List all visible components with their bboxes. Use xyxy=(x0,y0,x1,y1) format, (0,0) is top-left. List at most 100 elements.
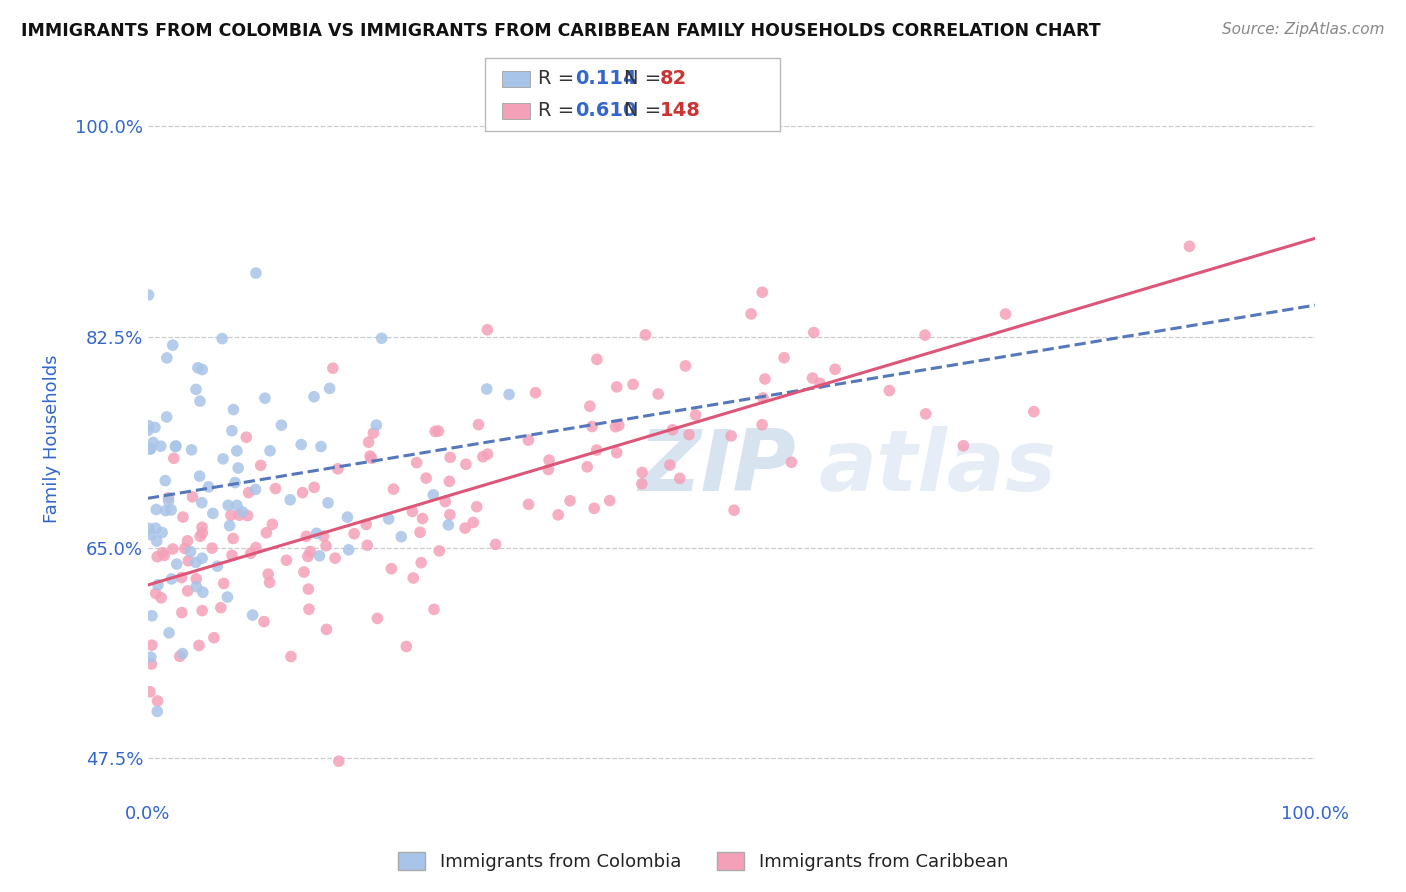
Point xyxy=(155,474,177,488)
Point xyxy=(188,639,211,653)
Point xyxy=(578,399,600,413)
Point xyxy=(302,480,325,494)
Text: 82: 82 xyxy=(659,69,686,88)
Point xyxy=(141,608,163,623)
Point xyxy=(188,469,211,483)
Point xyxy=(318,381,340,395)
Point xyxy=(156,409,179,424)
Point xyxy=(583,501,606,516)
Point xyxy=(226,461,249,475)
Point xyxy=(191,585,214,599)
Point xyxy=(377,512,399,526)
Text: 0.114: 0.114 xyxy=(575,69,637,88)
Point xyxy=(585,443,607,458)
Point xyxy=(389,530,412,544)
Point xyxy=(382,482,405,496)
Point xyxy=(180,442,202,457)
Point xyxy=(328,754,350,768)
Point xyxy=(259,575,281,590)
Point xyxy=(257,567,280,582)
Point xyxy=(914,407,936,421)
Point xyxy=(186,572,208,586)
Point xyxy=(149,439,172,453)
Point xyxy=(292,565,315,579)
Point xyxy=(305,526,328,541)
Point xyxy=(172,510,194,524)
Point xyxy=(188,529,211,543)
Point xyxy=(952,439,974,453)
Point xyxy=(239,546,262,560)
Point xyxy=(162,338,184,352)
Point xyxy=(647,387,669,401)
Point xyxy=(170,570,193,584)
Point xyxy=(326,462,349,476)
Point xyxy=(801,371,824,385)
Point xyxy=(467,417,489,432)
Point xyxy=(280,649,302,664)
Point xyxy=(184,556,207,570)
Point xyxy=(312,529,335,543)
Point xyxy=(153,549,176,563)
Point xyxy=(245,483,267,497)
Point xyxy=(315,539,337,553)
Point xyxy=(295,529,318,543)
Point xyxy=(370,331,392,345)
Point xyxy=(202,631,225,645)
Point xyxy=(669,471,692,485)
Point xyxy=(547,508,569,522)
Text: 148: 148 xyxy=(659,101,700,120)
Point xyxy=(751,417,773,432)
Point xyxy=(803,326,825,340)
Point xyxy=(141,657,163,671)
Point xyxy=(146,705,169,719)
Point xyxy=(139,442,162,456)
Point xyxy=(366,611,388,625)
Point xyxy=(176,583,198,598)
Point xyxy=(160,572,183,586)
Point xyxy=(824,362,846,376)
Text: ZIP: ZIP xyxy=(638,426,796,509)
Point xyxy=(259,443,281,458)
Point xyxy=(524,385,547,400)
Text: IMMIGRANTS FROM COLOMBIA VS IMMIGRANTS FROM CARIBBEAN FAMILY HOUSEHOLDS CORRELAT: IMMIGRANTS FROM COLOMBIA VS IMMIGRANTS F… xyxy=(21,22,1101,40)
Point xyxy=(217,590,239,604)
Point xyxy=(187,360,209,375)
Point xyxy=(425,425,447,439)
Point xyxy=(191,520,214,534)
Point xyxy=(427,544,450,558)
Point xyxy=(405,456,427,470)
Point xyxy=(165,440,187,454)
Point xyxy=(184,383,207,397)
Point xyxy=(322,361,344,376)
Point xyxy=(914,328,936,343)
Point xyxy=(157,491,180,505)
Point xyxy=(359,449,381,463)
Point xyxy=(162,541,184,556)
Point xyxy=(177,554,200,568)
Point xyxy=(675,359,697,373)
Text: R =: R = xyxy=(538,69,581,88)
Point xyxy=(270,418,292,433)
Point xyxy=(290,437,312,451)
Point xyxy=(262,517,284,532)
Point xyxy=(439,475,461,489)
Point xyxy=(179,544,201,558)
Point xyxy=(1022,404,1045,418)
Point xyxy=(226,499,249,513)
Point xyxy=(299,544,322,558)
Point xyxy=(537,462,560,476)
Point xyxy=(297,549,319,564)
Point xyxy=(409,525,432,540)
Point xyxy=(581,419,603,434)
Point xyxy=(605,419,627,434)
Legend: Immigrants from Colombia, Immigrants from Caribbean: Immigrants from Colombia, Immigrants fro… xyxy=(391,845,1015,879)
Point xyxy=(254,525,277,540)
Point xyxy=(439,450,461,465)
Point xyxy=(146,578,169,592)
Point xyxy=(434,494,457,508)
Point xyxy=(212,576,235,591)
Point xyxy=(221,424,243,438)
Point xyxy=(606,380,628,394)
Point xyxy=(360,451,382,466)
Point xyxy=(427,424,450,438)
